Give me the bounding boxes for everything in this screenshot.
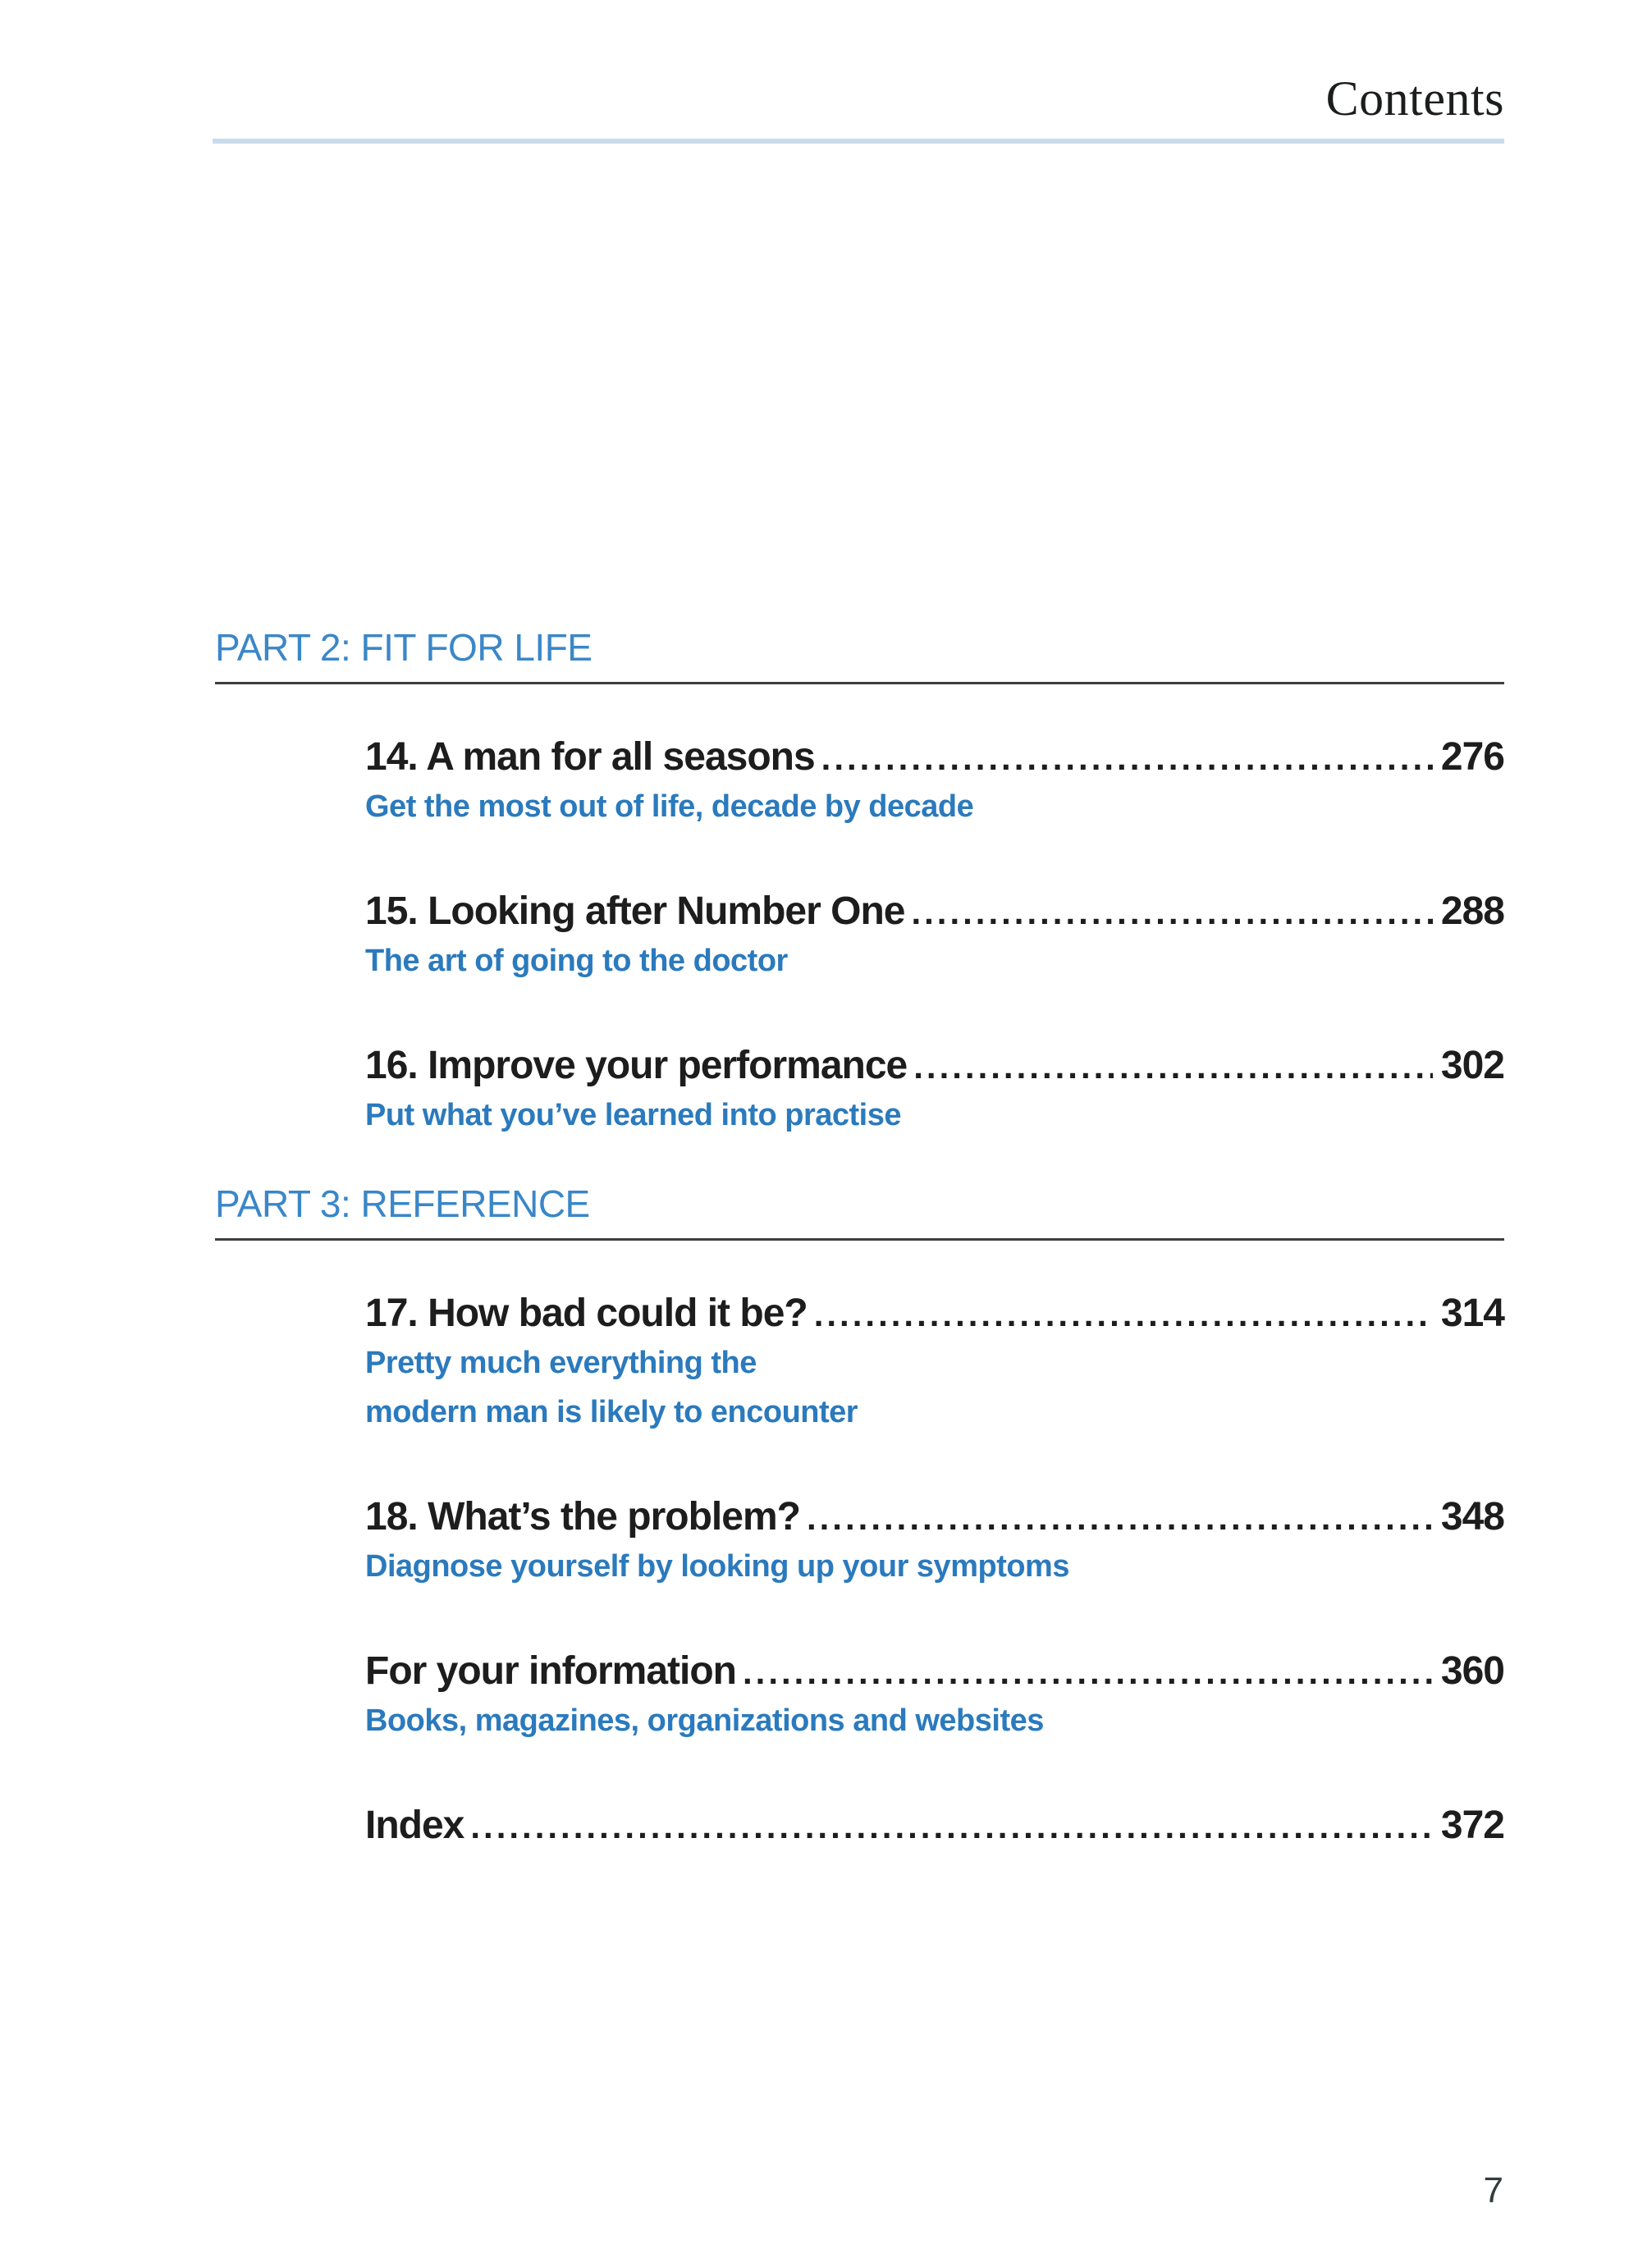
toc-entry[interactable]: 16. Improve your performance 302 Put wha… [365, 1042, 1505, 1140]
entry-subtitle: Put what you’ve learned into practise [365, 1098, 902, 1132]
entry-subtitle: Books, magazines, organizations and webs… [365, 1703, 1044, 1738]
part-heading: PART 3: REFERENCE [215, 1182, 590, 1225]
folio-page-number: 7 [1483, 2170, 1503, 2211]
entry-subtitle: Diagnose yourself by looking up your sym… [365, 1549, 1069, 1584]
entry-page-number: 288 [1440, 889, 1505, 933]
entry-title: 18. What’s the problem? [365, 1495, 801, 1539]
part-heading: PART 2: FIT FOR LIFE [215, 626, 593, 669]
toc-entry[interactable]: 17. How bad could it be? 314 Pretty much… [365, 1290, 1505, 1437]
entry-page-number: 276 [1440, 735, 1505, 779]
entry-list: 17. How bad could it be? 314 Pretty much… [365, 1241, 1505, 1850]
entry-title: 15. Looking after Number One [365, 889, 905, 933]
toc-entry[interactable]: Index 372 [365, 1802, 1505, 1850]
header-rule [213, 139, 1504, 144]
dot-leader [911, 889, 1432, 936]
entry-title: 14. A man for all seasons [365, 735, 816, 779]
entry-subtitle: The art of going to the doctor [365, 944, 788, 978]
dot-leader [821, 734, 1433, 782]
part-rule [215, 1238, 1504, 1241]
entry-subtitle: Get the most out of life, decade by deca… [365, 789, 974, 824]
toc-section: PART 2: FIT FOR LIFE 14. A man for all s… [215, 624, 1505, 1196]
entry-line: 16. Improve your performance 302 [365, 1042, 1505, 1091]
entry-subtitle: modern man is likely to encounter [365, 1395, 858, 1429]
entry-page-number: 360 [1440, 1649, 1505, 1693]
dot-leader [913, 1043, 1433, 1091]
entry-line: 15. Looking after Number One 288 [365, 888, 1505, 936]
entry-line: Index 372 [365, 1802, 1505, 1850]
entry-page-number: 348 [1440, 1495, 1505, 1539]
dot-leader [807, 1494, 1433, 1542]
entry-list: 14. A man for all seasons 276 Get the mo… [365, 684, 1505, 1140]
entry-title: For your information [365, 1649, 737, 1693]
toc-entry[interactable]: 14. A man for all seasons 276 Get the mo… [365, 734, 1505, 831]
toc-entry[interactable]: For your information 360 Books, magazine… [365, 1648, 1505, 1745]
dot-leader [743, 1648, 1433, 1696]
entry-title: 16. Improve your performance [365, 1044, 908, 1087]
page-title: Contents [1325, 71, 1504, 126]
entry-subtitle: Pretty much everything the [365, 1346, 757, 1380]
toc-section: PART 3: REFERENCE 17. How bad could it b… [215, 1181, 1505, 1907]
entry-title: 17. How bad could it be? [365, 1292, 808, 1335]
entry-page-number: 302 [1440, 1044, 1505, 1087]
toc-entry[interactable]: 15. Looking after Number One 288 The art… [365, 888, 1505, 985]
entry-line: 18. What’s the problem? 348 [365, 1493, 1505, 1542]
part-rule [215, 682, 1504, 684]
entry-page-number: 372 [1440, 1804, 1505, 1847]
entry-page-number: 314 [1440, 1292, 1505, 1335]
entry-title: Index [365, 1804, 464, 1847]
entry-line: For your information 360 [365, 1648, 1505, 1696]
dot-leader [470, 1803, 1433, 1850]
dot-leader [814, 1291, 1433, 1338]
toc-entry[interactable]: 18. What’s the problem? 348 Diagnose you… [365, 1493, 1505, 1591]
entry-line: 14. A man for all seasons 276 [365, 734, 1505, 782]
entry-line: 17. How bad could it be? 314 [365, 1290, 1505, 1338]
